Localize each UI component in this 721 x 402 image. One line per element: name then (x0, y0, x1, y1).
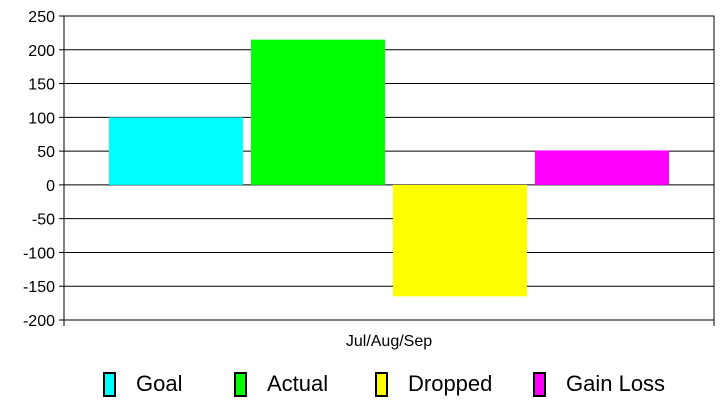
y-tick-label: 250 (28, 9, 55, 26)
legend-label-goal: Goal (136, 371, 183, 396)
y-tick-labels: 250 200 150 100 50 0 -50 -100 -150 -200 (23, 9, 55, 330)
bar-actual (251, 39, 385, 185)
legend-swatch-actual (234, 371, 247, 397)
bar-dropped (393, 184, 527, 297)
y-tick-label: 0 (46, 178, 55, 195)
x-category-label: Jul/Aug/Sep (346, 333, 432, 350)
y-tick-label: 200 (28, 43, 55, 60)
plot-area-border (63, 15, 715, 321)
legend-label-gain-loss: Gain Loss (566, 371, 666, 396)
legend: Goal Actual Dropped Gain Loss (0, 367, 721, 401)
y-tick-label: 100 (28, 110, 55, 127)
legend-item-dropped: Dropped (375, 367, 492, 401)
y-tick-label: -150 (23, 279, 55, 296)
y-tick-label: 150 (28, 77, 55, 94)
legend-swatch-dropped (375, 371, 388, 397)
axes (59, 15, 715, 326)
bars (109, 39, 669, 297)
bar-gain-loss (535, 150, 669, 185)
legend-swatch-goal (103, 371, 116, 397)
legend-label-actual: Actual (267, 371, 329, 396)
legend-item-actual: Actual (234, 367, 328, 401)
legend-label-dropped: Dropped (408, 371, 493, 396)
legend-item-gain-loss: Gain Loss (533, 367, 665, 401)
y-tick-label: -100 (23, 245, 55, 262)
y-tick-label: -50 (32, 212, 55, 229)
legend-swatch-gain-loss (533, 371, 546, 397)
y-tick-label: -200 (23, 313, 55, 330)
y-tick-label: 50 (37, 144, 55, 161)
legend-item-goal: Goal (103, 367, 182, 401)
bar-goal (109, 117, 243, 185)
